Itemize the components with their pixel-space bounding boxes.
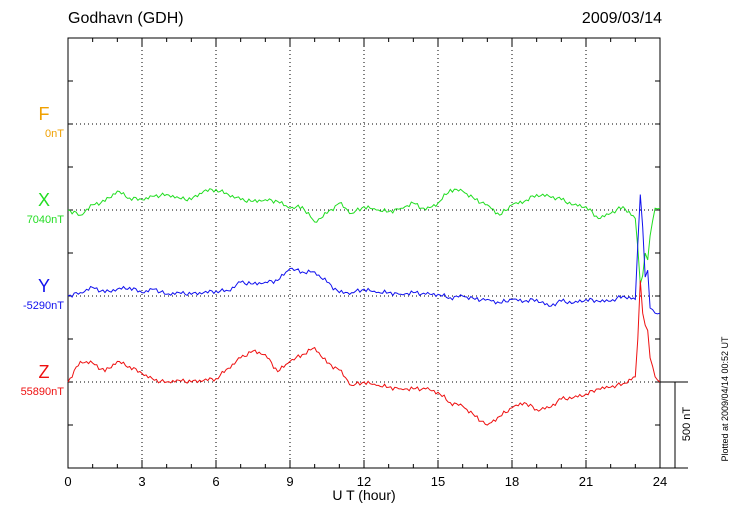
x-tick-label: 6 [212, 474, 219, 489]
x-tick-label: 15 [431, 474, 445, 489]
series-line-y [67, 194, 661, 315]
series-line-x [67, 188, 661, 285]
series-layer [67, 188, 661, 426]
component-y-letter: Y [37, 276, 50, 296]
component-f-letter: F [38, 104, 50, 124]
x-axis-label: U T (hour) [332, 487, 395, 503]
component-x-letter: X [37, 190, 50, 210]
scale-bar-label: 500 nT [681, 406, 693, 442]
station-title: Godhavn (GDH) [68, 10, 184, 27]
plot-footnote: Plotted at 2009/04/14 00:52 UT [720, 336, 730, 462]
date-title: 2009/03/14 [581, 10, 662, 27]
ticks-layer: 0 3 6 9 12 15 18 21 24 [64, 37, 667, 489]
component-z-baseline: 55890nT [20, 386, 64, 398]
x-tick-label: 21 [579, 474, 593, 489]
x-tick-label: 24 [653, 474, 667, 489]
x-tick-label: 3 [138, 474, 145, 489]
series-line-z [67, 280, 661, 426]
component-y-baseline: -5290nT [23, 300, 64, 312]
grid-layer [68, 38, 660, 468]
scale-bar [660, 381, 688, 469]
component-x-baseline: 7040nT [26, 214, 64, 226]
x-tick-label: 18 [505, 474, 519, 489]
x-tick-label: 0 [64, 474, 71, 489]
x-tick-label: 12 [357, 474, 371, 489]
x-tick-label: 9 [286, 474, 293, 489]
component-f-baseline: 0nT [45, 128, 64, 140]
component-z-letter: Z [38, 362, 50, 382]
